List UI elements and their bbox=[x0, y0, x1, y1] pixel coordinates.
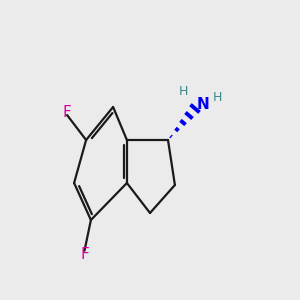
Text: F: F bbox=[63, 105, 71, 120]
Text: N: N bbox=[197, 97, 210, 112]
Text: H: H bbox=[213, 91, 222, 104]
Text: F: F bbox=[80, 247, 89, 262]
Text: H: H bbox=[178, 85, 188, 98]
